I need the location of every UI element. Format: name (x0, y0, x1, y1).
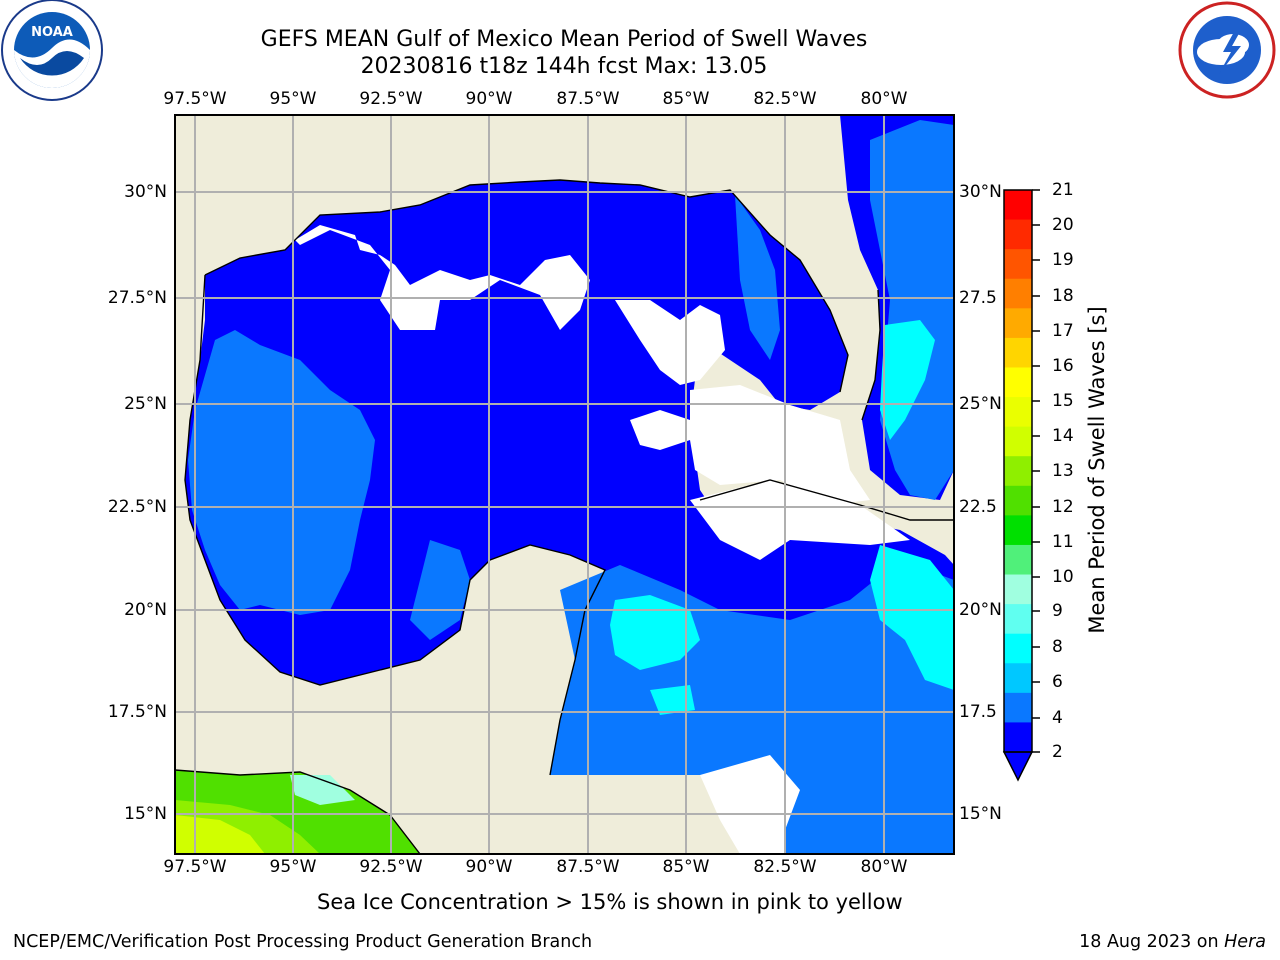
colorbar-swatch (1004, 190, 1032, 221)
colorbar-tick-label: 13 (1052, 461, 1074, 481)
lat-label-left: 17.5°N (107, 702, 167, 722)
lat-label-left: 22.5°N (107, 497, 167, 517)
lat-label-right: 30°N (959, 182, 1002, 202)
colorbar-swatch (1004, 692, 1032, 723)
lon-label-top: 82.5°W (753, 89, 817, 109)
colorbar-tick-label: 21 (1052, 180, 1074, 200)
coastline (175, 179, 954, 854)
lat-label-left: 25°N (124, 394, 167, 414)
lon-label-top: 90°W (465, 89, 513, 109)
colorbar-swatch (1004, 308, 1032, 339)
colorbar-swatch (1004, 278, 1032, 309)
colorbar-swatch (1004, 337, 1032, 368)
lat-label-left: 30°N (124, 182, 167, 202)
chart-title: GEFS MEAN Gulf of Mexico Mean Period of … (260, 27, 868, 52)
lat-label-right: 25°N (959, 394, 1002, 414)
colorbar-tick-label: 15 (1052, 391, 1074, 411)
lat-label-right: 15°N (959, 804, 1002, 824)
lat-label-left: 15°N (124, 804, 167, 824)
colorbar-swatch (1004, 544, 1032, 576)
lon-label-top: 95°W (269, 89, 317, 109)
colorbar-tick-label: 14 (1052, 426, 1074, 446)
colorbar-swatch (1004, 574, 1032, 605)
period-4to6-east (870, 545, 954, 690)
colorbar-swatch (1004, 367, 1032, 398)
colorbar-tick-label: 16 (1052, 356, 1074, 376)
colorbar-tick-label: 18 (1052, 286, 1074, 306)
colorbar-tick-label: 9 (1052, 601, 1063, 621)
period-4to6-caribbean (610, 595, 700, 670)
svg-text:NOAA: NOAA (31, 25, 73, 40)
period-2to4-florida-west (735, 195, 780, 360)
colorbar-tick-label: 6 (1052, 672, 1063, 692)
period-4to6-florida (880, 320, 935, 440)
chart-subtitle: 20230816 t18z 144h fcst Max: 13.05 (360, 54, 768, 79)
no-data-north (295, 225, 590, 330)
period-2to4-south (410, 540, 470, 640)
colorbar-tick-label: 19 (1052, 250, 1074, 270)
lon-label-bottom: 90°W (465, 857, 513, 877)
colorbar-tick-label: 10 (1052, 567, 1074, 587)
colorbar-swatch (1004, 456, 1032, 487)
colorbar-tick-label: 8 (1052, 637, 1063, 657)
map-frame (174, 114, 955, 855)
lat-label-right: 17.5 (959, 702, 997, 722)
lon-label-bottom: 95°W (269, 857, 317, 877)
pacific-period-13 (175, 815, 265, 854)
no-data-honduras (700, 755, 800, 854)
lon-label-top: 85°W (662, 89, 710, 109)
colorbar (1002, 189, 1040, 782)
no-data-cuba (690, 480, 910, 560)
footer-host: Hera (1224, 932, 1266, 952)
pacific-period-8 (290, 775, 355, 805)
colorbar-tick-label: 11 (1052, 532, 1074, 552)
lat-label-right: 22.5 (959, 497, 997, 517)
lon-label-top: 80°W (860, 89, 908, 109)
lon-label-bottom: 97.5°W (163, 857, 227, 877)
no-data-yucatan-channel (630, 385, 870, 505)
colorbar-tick-label: 20 (1052, 215, 1074, 235)
colorbar-swatch (1004, 249, 1032, 280)
map-gridlines (175, 115, 954, 854)
lon-label-bottom: 82.5°W (753, 857, 817, 877)
lat-label-right: 20°N (959, 600, 1002, 620)
national-weather-service-logo (1178, 1, 1276, 99)
lat-label-right: 27.5 (959, 288, 997, 308)
lon-label-bottom: 80°W (860, 857, 908, 877)
lat-label-left: 20°N (124, 600, 167, 620)
colorbar-swatch (1004, 426, 1032, 457)
colorbar-swatch (1004, 397, 1032, 428)
colorbar-tick-label: 12 (1052, 497, 1074, 517)
colorbar-title: Mean Period of Swell Waves [s] (1085, 306, 1109, 634)
colorbar-swatch (1004, 515, 1032, 546)
noaa-logo: NOAA (1, 0, 103, 101)
lon-label-bottom: 87.5°W (556, 857, 620, 877)
colorbar-tick-label: 17 (1052, 321, 1074, 341)
lon-label-top: 92.5°W (359, 89, 423, 109)
lon-label-top: 97.5°W (163, 89, 227, 109)
footer-date-text: 18 Aug 2023 on (1079, 932, 1225, 952)
colorbar-swatch (1004, 219, 1032, 250)
sea-ice-note: Sea Ice Concentration > 15% is shown in … (317, 890, 903, 914)
no-data-center (615, 300, 725, 385)
colorbar-swatch (1004, 663, 1032, 694)
footer-date: 18 Aug 2023 on Hera (1079, 932, 1266, 952)
lat-label-left: 27.5°N (107, 288, 167, 308)
colorbar-tick-label: 2 (1052, 742, 1063, 762)
colorbar-swatch (1004, 633, 1032, 664)
colorbar-swatch (1004, 722, 1032, 753)
colorbar-swatch (1004, 604, 1032, 635)
lon-label-bottom: 85°W (662, 857, 710, 877)
colorbar-tick-label: 4 (1052, 708, 1063, 728)
period-2to4-west (188, 330, 375, 615)
colorbar-extend-arrow (1002, 751, 1034, 782)
footer-credit: NCEP/EMC/Verification Post Processing Pr… (13, 932, 593, 952)
colorbar-swatch (1004, 485, 1032, 516)
lon-label-top: 87.5°W (556, 89, 620, 109)
lon-label-bottom: 92.5°W (359, 857, 423, 877)
period-4to6-patch (650, 685, 695, 715)
